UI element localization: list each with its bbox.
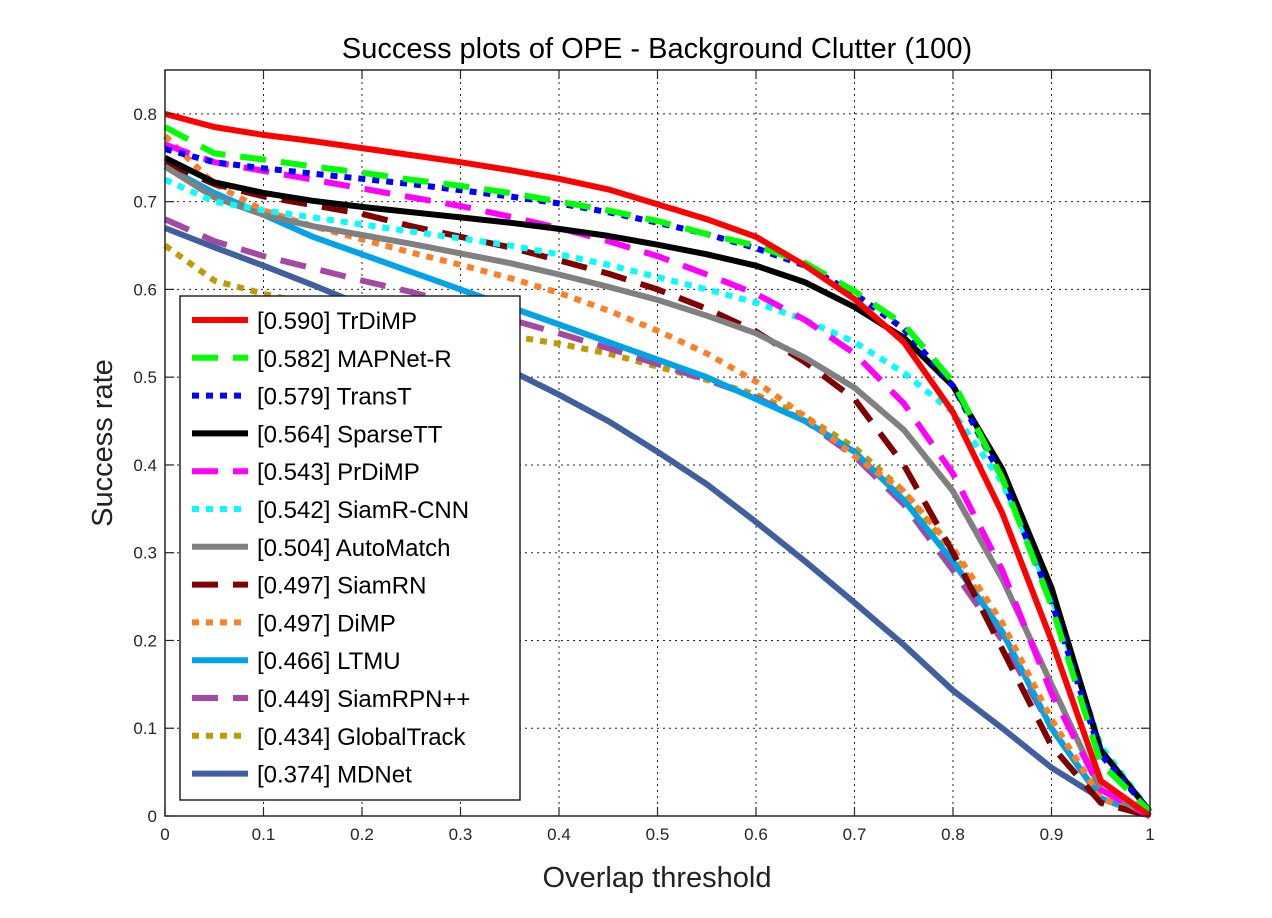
legend-label-ltmu: [0.466] LTMU [257,648,401,675]
series-line-siamr-cnn [163,176,1153,814]
series-lines [162,111,1153,819]
legend-label-sparsett: [0.564] SparseTT [257,421,443,448]
y-tick-label: 0 [148,807,157,826]
legend-label-transt: [0.579] TransT [257,384,412,411]
legend-label-prdimp: [0.543] PrDiMP [257,459,420,486]
legend-label-automatch: [0.504] AutoMatch [257,535,450,562]
y-tick-label: 0.6 [133,280,157,299]
y-tick-label: 0.5 [133,368,157,387]
x-tick-label: 0.3 [449,825,473,844]
series-line-mapnet-r [163,124,1153,814]
x-tick-label: 0 [160,825,169,844]
legend-label-siamr-cnn: [0.542] SiamR-CNN [257,497,469,524]
y-tick-label: 0.2 [133,631,157,650]
series-line-ltmu [163,163,1152,819]
x-tick-label: 0.6 [744,825,768,844]
series-line-mdnet [163,225,1152,819]
y-tick-label: 0.8 [133,105,157,124]
series-line-siamrpn [163,216,1152,819]
x-tick-label: 0.2 [350,825,374,844]
y-tick-label: 0.3 [133,544,157,563]
chart-title: Success plots of OPE - Background Clutte… [342,33,972,65]
legend-label-dimp: [0.497] DiMP [257,610,396,637]
legend: [0.590] TrDiMP [0.582] MAPNet-R [0.579] Tr… [179,295,521,801]
series-line-siamrn [163,159,1151,819]
legend-label-globaltrack: [0.434] GlobalTrack [257,724,467,751]
series-line-trdimp [164,111,1152,819]
y-tick-label: 0.4 [133,456,157,475]
legend-label-mdnet: [0.374] MDNet [257,762,412,789]
x-tick-label: 0.5 [646,825,670,844]
x-tick-label: 1 [1145,825,1154,844]
legend-label-siamrpn: [0.449] SiamRPN++ [257,686,470,713]
legend-label-mapnet-r: [0.582] MAPNet-R [257,346,452,373]
axis-ticks: 0 0.1 0.2 0.3 0.4 0.5 0.6 0.7 0.8 0.9 1 0 0.1 0.2 0.3 0… [133,70,1155,844]
x-tick-label: 0.4 [547,825,571,844]
legend-label-siamrn: [0.497] SiamRN [257,573,426,600]
series-line-dimp [162,133,1152,819]
series-line-prdimp [163,141,1152,819]
y-axis-label: Success rate [87,359,119,527]
series-line-automatch [163,163,1152,819]
y-tick-label: 0.7 [133,193,157,212]
legend-label-trdimp: [0.590] TrDiMP [257,308,417,335]
x-tick-label: 0.7 [843,825,867,844]
x-tick-label: 0.9 [1040,825,1064,844]
x-tick-label: 0.8 [941,825,965,844]
x-tick-label: 0.1 [252,825,276,844]
x-axis-label: Overlap threshold [543,862,772,894]
y-tick-label: 0.1 [133,719,157,738]
